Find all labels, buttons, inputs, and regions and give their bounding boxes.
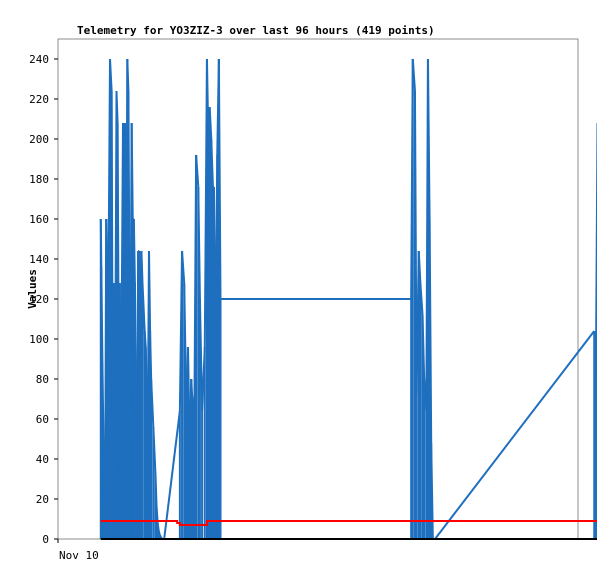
data-segment [119,282,123,412]
data-segment [163,410,181,540]
data-segment [410,58,414,300]
data-segment [120,122,124,284]
data-segment [430,442,434,540]
data-segment [101,362,105,444]
data-segment [148,250,152,332]
data-segment [154,474,158,508]
data-segment [152,426,157,476]
y-axis-label: Values [26,269,39,309]
data-segment [132,218,136,284]
series-1 [100,520,597,526]
data-segment [143,330,147,348]
data-segment [104,218,108,508]
x-axis: Nov 10 [57,539,99,562]
data-segment [195,154,200,188]
y-tick-label: 240 [29,53,49,66]
data-segment [133,282,137,412]
y-tick-label: 200 [29,133,49,146]
data-segment [203,58,208,348]
data-segment [417,250,422,284]
y-tick-label: 20 [36,493,49,506]
data-segment [144,346,148,396]
y-tick-label: 220 [29,93,49,106]
data-segment [141,282,146,332]
data-segment [214,154,219,364]
data-segment [99,218,103,268]
data-segment [178,250,184,412]
y-tick-label: 160 [29,213,49,226]
data-segment [106,218,110,298]
data-segment [140,250,144,284]
data-segment [421,314,426,380]
data-segment [150,378,155,428]
data-segment [126,58,130,92]
y-tick-label: 120 [29,293,49,306]
y-tick-label: 140 [29,253,49,266]
data-segment [158,534,162,538]
data-segment [183,282,187,348]
y-tick-label: 0 [42,533,49,546]
data-segment [149,330,153,380]
y-tick-label: 80 [36,373,49,386]
data-segment [181,250,186,284]
data-segment [100,266,104,364]
data-segment [193,154,198,396]
data-segment [191,394,196,412]
data-segment [434,330,596,540]
data-segment [198,298,204,412]
data-segment [197,186,201,300]
data-segment [157,530,161,536]
data-segment [413,90,418,396]
data-segment [130,122,134,220]
data-segment [109,58,113,92]
data-segment [125,58,129,364]
series-0 [99,58,597,540]
data-segment [156,522,160,532]
y-tick-label: 40 [36,453,49,466]
data-segment [428,218,433,444]
data-segment [136,250,140,444]
chart-title: Telemetry for YO3ZIZ-3 over last 96 hour… [77,24,435,37]
y-tick-label: 60 [36,413,49,426]
data-segment [208,106,213,140]
data-segment [201,346,206,412]
data-segment [107,58,111,220]
plot-area [57,38,597,540]
x-tick-label: Nov 10 [59,549,99,562]
data-segment [411,58,416,92]
data-segment [415,250,420,396]
series-line [100,520,597,526]
y-tick-label: 180 [29,173,49,186]
data-segment [205,58,210,124]
data-segment [127,90,131,300]
data-segment [217,58,222,300]
data-segment [113,90,118,476]
y-tick-label: 100 [29,333,49,346]
data-segment [210,138,214,188]
data-segment [419,282,424,316]
y-axis: 0 20 40 60 80 100 120 140 160 180 200 220 240 [29,53,58,546]
data-segment [426,58,431,220]
data-segment [115,90,119,124]
